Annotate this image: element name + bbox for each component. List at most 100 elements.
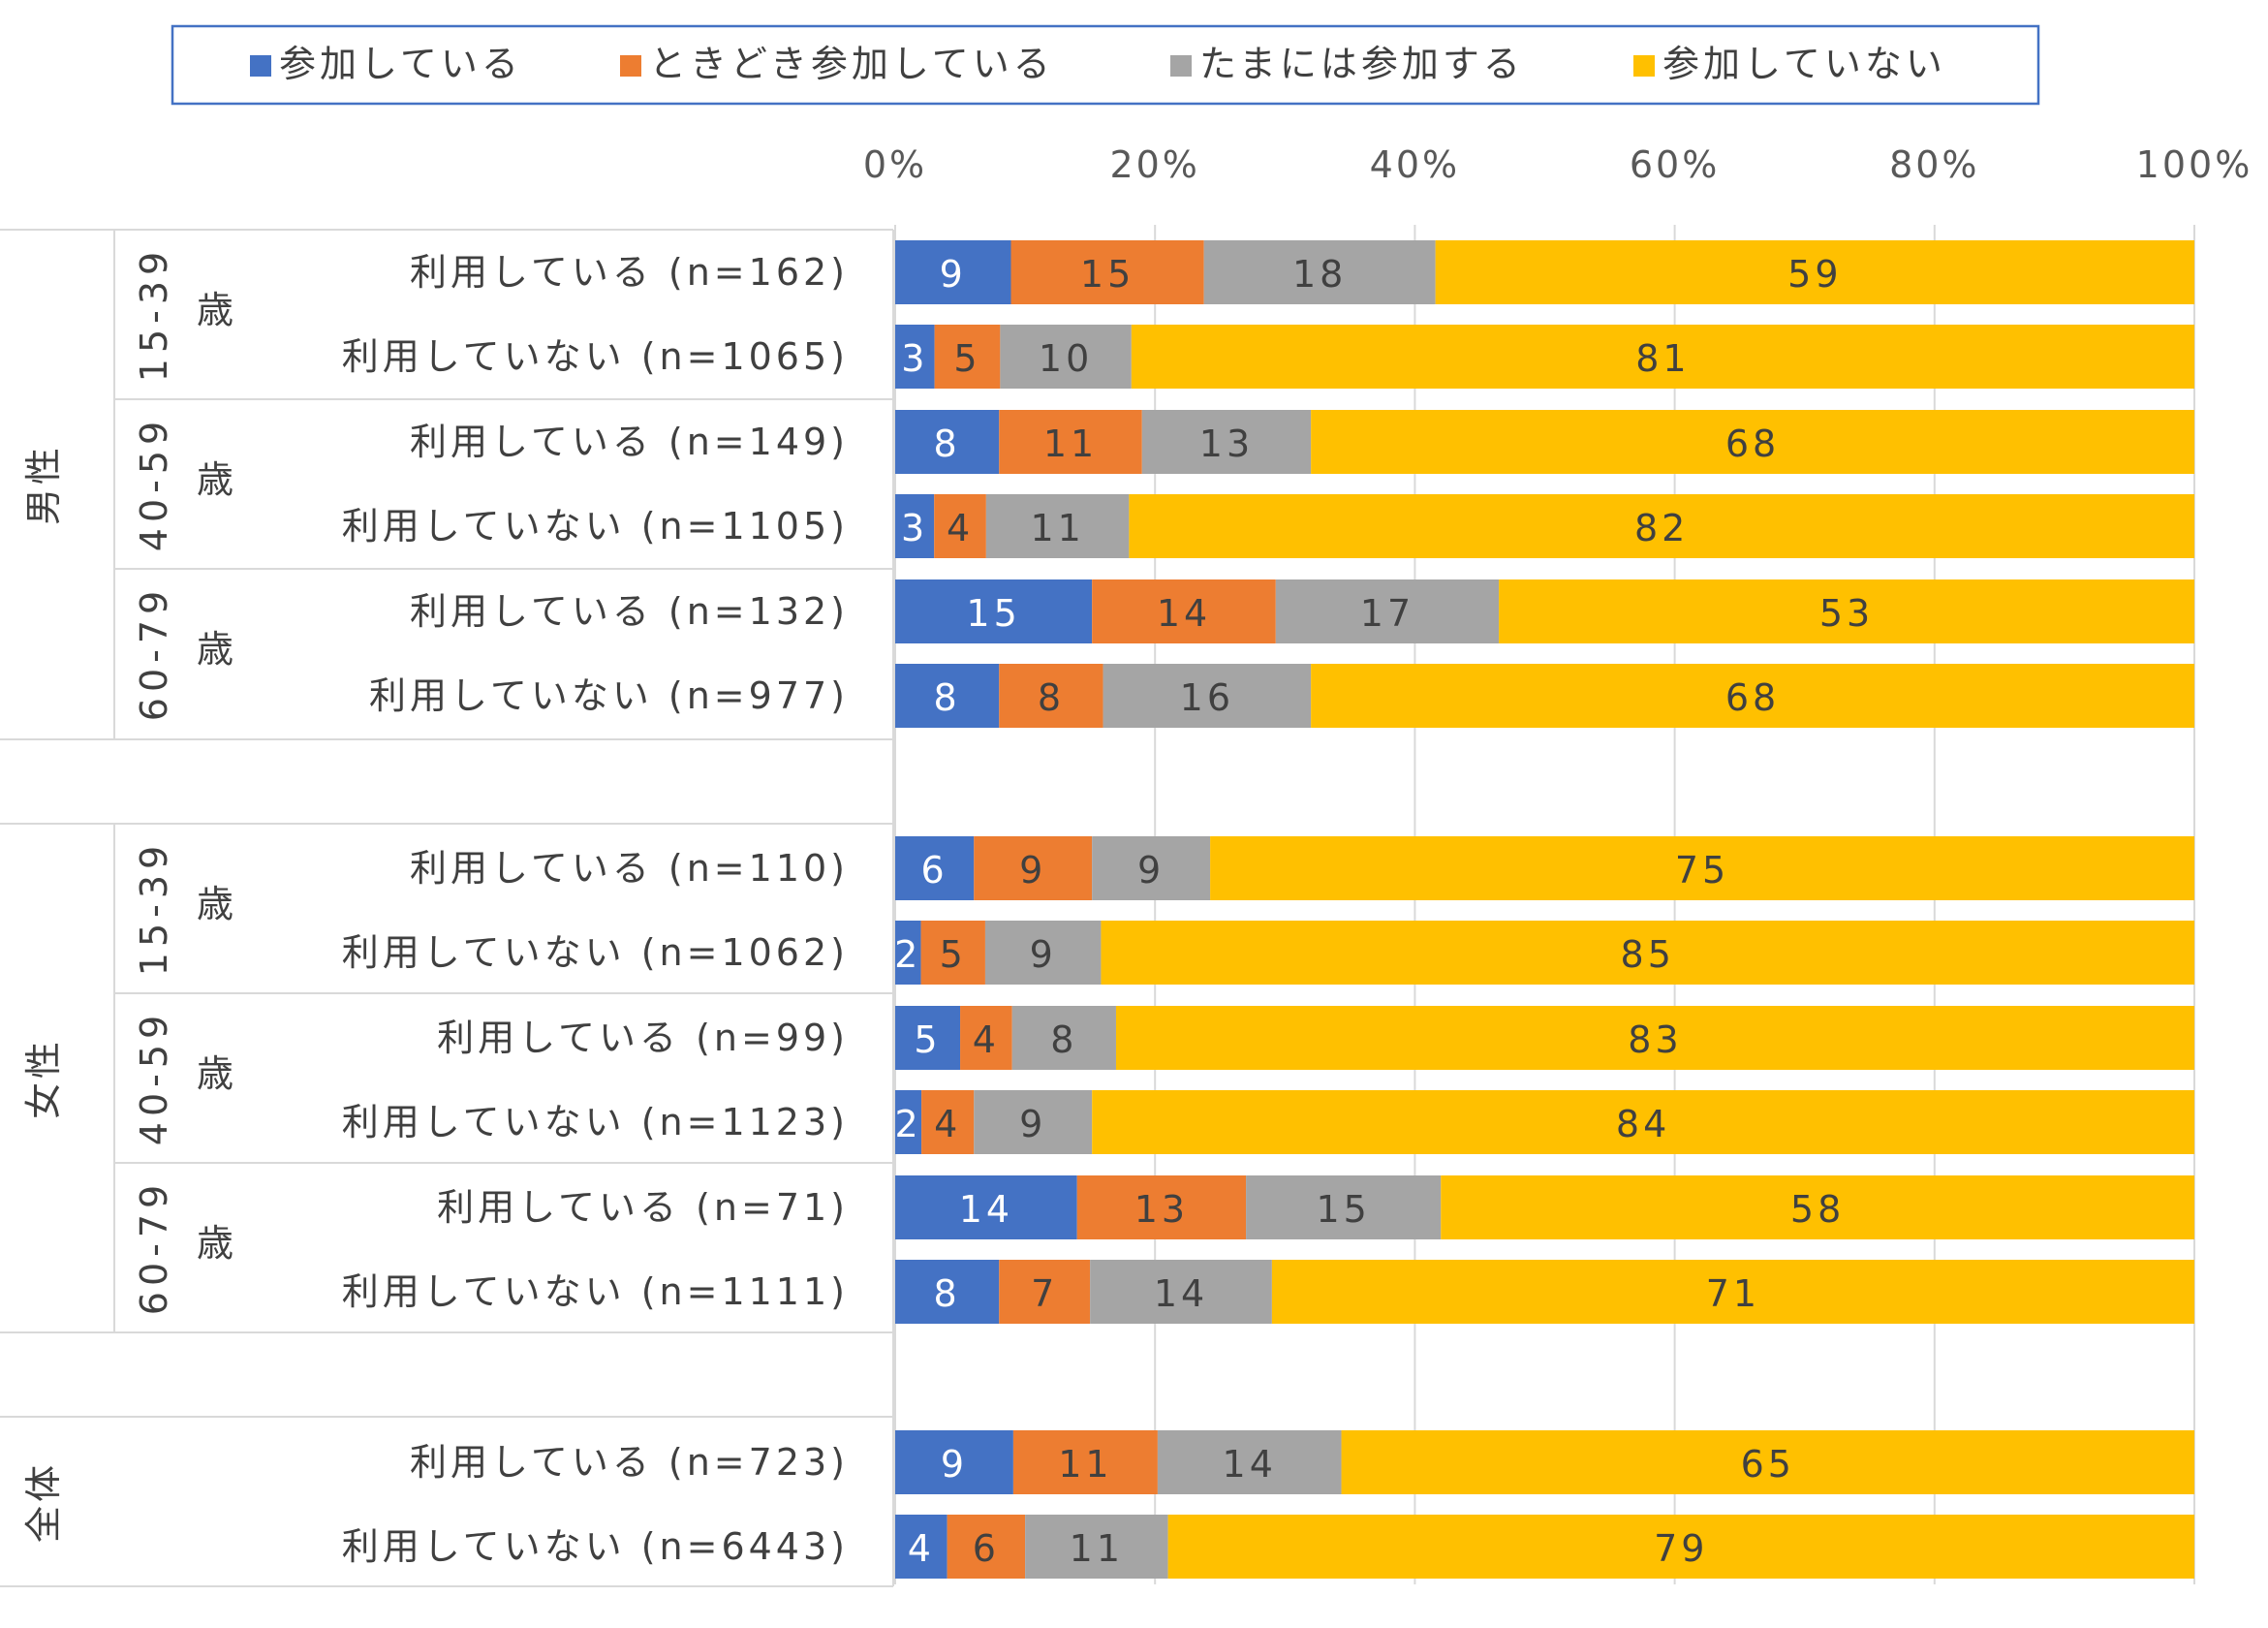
data-label: 11 [1058, 1443, 1112, 1486]
data-label: 85 [1621, 933, 1675, 976]
bar-segment [1011, 1006, 1116, 1070]
bar-segment [1076, 1175, 1247, 1239]
data-label: 2 [894, 933, 921, 976]
row-label: 利用していない (n=1065) [342, 335, 849, 378]
bar-segment [947, 1515, 1026, 1579]
row-label: 利用している (n=99) [437, 1017, 849, 1059]
data-label: 65 [1741, 1443, 1795, 1486]
bar-segment [895, 1260, 1000, 1324]
bar-segment [895, 1175, 1077, 1239]
data-label: 10 [1039, 337, 1093, 380]
data-label: 9 [941, 1443, 968, 1486]
row-label: 利用していない (n=6443) [342, 1525, 849, 1568]
data-label: 4 [908, 1527, 935, 1570]
bar-segment [920, 921, 985, 985]
legend-label: 参加していない [1662, 43, 1946, 85]
group-label: 女性 [22, 1038, 65, 1119]
data-label: 7 [1031, 1272, 1058, 1315]
group-label: 男性 [22, 444, 65, 525]
x-axis-ticks: 0% 20% 40% 60% 80% 100% [863, 143, 2253, 186]
bar-segment [895, 579, 1093, 643]
legend-swatch [250, 55, 271, 77]
bar-segment [934, 325, 1001, 389]
legend: 参加している ときどき参加している たまには参加する 参加していない [171, 24, 2040, 106]
age-unit-label: 歳 [197, 628, 233, 671]
bar-segment [1311, 410, 2194, 474]
bar-segment [895, 1515, 948, 1579]
row-label: 利用していない (n=1111) [342, 1270, 849, 1313]
x-tick-label: 40% [1370, 143, 1460, 186]
bar-segment [999, 1260, 1091, 1324]
row-label: 利用している (n=723) [410, 1441, 849, 1484]
age-range-label: 15-39 [133, 246, 175, 382]
x-tick-label: 100% [2136, 143, 2253, 186]
data-label: 68 [1725, 676, 1780, 719]
data-label: 79 [1654, 1527, 1708, 1570]
bar-segment [1435, 240, 2194, 304]
bar-segment [1131, 325, 2194, 389]
legend-swatch [1633, 55, 1655, 77]
x-tick-label: 60% [1630, 143, 1720, 186]
data-label: 8 [934, 1272, 961, 1315]
bar-segment [1092, 579, 1276, 643]
bar-segment [895, 1090, 922, 1154]
data-label: 4 [947, 507, 974, 549]
data-label: 8 [934, 423, 961, 465]
data-label: 9 [940, 253, 967, 296]
bar-segment [895, 1430, 1013, 1494]
data-label: 17 [1360, 592, 1414, 635]
row-label: 利用している (n=132) [410, 590, 849, 633]
bar-segment [974, 836, 1093, 900]
data-label: 8 [934, 676, 961, 719]
data-label: 53 [1819, 592, 1874, 635]
bar-segment [895, 410, 1000, 474]
bar-segment [1103, 664, 1312, 728]
bar-segment [895, 921, 921, 985]
data-label: 14 [1157, 592, 1211, 635]
bar-segment [1025, 1515, 1168, 1579]
bar-segment [984, 921, 1102, 985]
data-label: 82 [1634, 507, 1689, 549]
bar-segment [1271, 1260, 2194, 1324]
bar-segment [934, 494, 986, 558]
bar-segment [1246, 1175, 1442, 1239]
bar-segment [1441, 1175, 2194, 1239]
data-label: 13 [1134, 1188, 1189, 1231]
data-label: 6 [973, 1527, 1000, 1570]
row-label: 利用していない (n=1062) [342, 931, 849, 974]
data-label: 9 [1137, 849, 1165, 892]
x-tick-label: 20% [1109, 143, 1199, 186]
data-label: 4 [973, 1018, 1000, 1061]
legend-box [171, 24, 2040, 106]
bar-segment [999, 410, 1142, 474]
category-table-lines [0, 229, 894, 1587]
age-range-label: 60-79 [133, 1179, 175, 1315]
row-label: 利用していない (n=1105) [342, 505, 849, 548]
bar-segment [1101, 921, 2194, 985]
data-label: 83 [1628, 1018, 1682, 1061]
bar-segment [999, 664, 1103, 728]
age-range-label: 60-79 [133, 585, 175, 721]
bar-segment [895, 1006, 961, 1070]
group-label: 全体 [22, 1461, 65, 1543]
row-label: 利用している (n=149) [410, 421, 849, 463]
data-label: 59 [1787, 253, 1842, 296]
bar-segment [1090, 1260, 1272, 1324]
bar-segment [1275, 579, 1500, 643]
data-label: 8 [1038, 676, 1065, 719]
legend-label: ときどき参加している [649, 43, 1054, 85]
data-label: 75 [1675, 849, 1729, 892]
data-label: 15 [966, 592, 1020, 635]
age-range-label: 15-39 [133, 840, 175, 976]
age-unit-label: 歳 [197, 289, 233, 331]
data-label: 18 [1292, 253, 1347, 296]
x-tick-label: 0% [863, 143, 927, 186]
row-label: 利用していない (n=1123) [342, 1101, 849, 1143]
data-label: 68 [1725, 423, 1780, 465]
data-label: 16 [1180, 676, 1234, 719]
age-unit-label: 歳 [197, 1222, 233, 1265]
bar-segment [1141, 410, 1312, 474]
bar-segment [1115, 1006, 2194, 1070]
